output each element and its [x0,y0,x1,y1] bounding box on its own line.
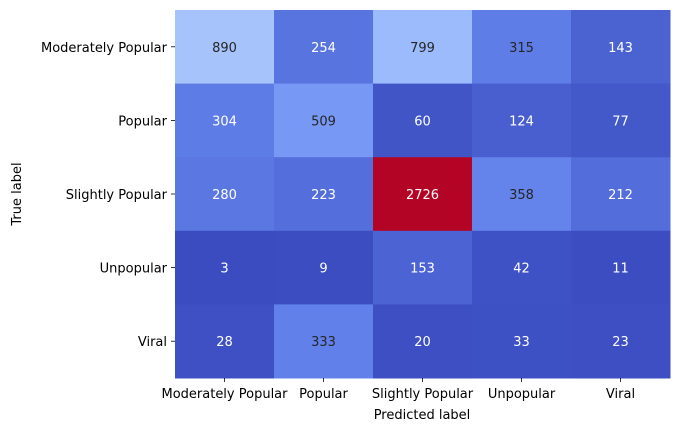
cell-value-label: 212 [608,188,633,203]
heatmap-cell-labels: 890 254 799 315 143 304 509 60 124 77 280 223 2726 35… [212,41,633,350]
cell-value-label: 77 [612,114,629,129]
heatmap-cell [175,304,275,379]
cell-value-label: 280 [212,188,237,203]
cell-value-label: 2726 [406,188,439,203]
y-axis: Moderately Popular Popular Slightly Popula… [41,41,175,350]
heatmap-cells [175,10,671,379]
cell-value-label: 890 [212,41,237,56]
x-axis-title: Predicted label [374,408,471,423]
cell-value-label: 223 [311,188,336,203]
x-tick-label: Moderately Popular [161,387,288,402]
heatmap-cell [571,304,671,379]
heatmap-cell [373,10,473,85]
x-tick-label: Unpopular [488,387,556,402]
cell-value-label: 33 [513,335,530,350]
x-tick-label: Viral [606,387,635,402]
heatmap-cell [274,304,374,379]
cell-value-label: 304 [212,114,237,129]
cell-value-label: 799 [410,41,435,56]
cell-value-label: 315 [509,41,534,56]
heatmap-cell [274,83,374,158]
y-tick-label: Unpopular [100,262,168,277]
heatmap-cell [373,83,473,158]
heatmap-cell [175,230,275,305]
heatmap-cell [472,230,572,305]
cell-value-label: 9 [319,262,327,277]
cell-value-label: 28 [216,335,233,350]
heatmap-cell [472,83,572,158]
heatmap-cell [571,230,671,305]
x-tick-label: Slightly Popular [372,387,474,402]
cell-value-label: 254 [311,41,336,56]
cell-value-label: 153 [410,262,435,277]
heatmap-cell [175,83,275,158]
cell-value-label: 3 [220,262,228,277]
cell-value-label: 509 [311,114,336,129]
heatmap-cell [373,157,473,232]
heatmap-cell [472,304,572,379]
heatmap-cell [373,304,473,379]
heatmap-cell [472,10,572,85]
cell-value-label: 11 [612,262,629,277]
heatmap-cell [175,10,275,85]
cell-value-label: 23 [612,335,629,350]
heatmap-cell [571,157,671,232]
y-tick-label: Popular [118,114,167,129]
cell-value-label: 143 [608,41,633,56]
heatmap-cell [274,230,374,305]
heatmap-cell [373,230,473,305]
y-tick-label: Viral [138,335,167,350]
cell-value-label: 124 [509,114,534,129]
y-tick-label: Moderately Popular [41,41,168,56]
cell-value-label: 20 [414,335,431,350]
y-tick-label: Slightly Popular [66,188,168,203]
y-axis-title: True label [10,162,25,226]
heatmap-cell [472,157,572,232]
cell-value-label: 358 [509,188,534,203]
heatmap-cell [274,157,374,232]
cell-value-label: 42 [513,262,530,277]
cell-value-label: 60 [414,114,431,129]
heatmap-cell [571,10,671,85]
heatmap-cell [274,10,374,85]
heatmap-cell [175,157,275,232]
x-axis: Moderately Popular Popular Slightly Popula… [161,378,635,402]
x-tick-label: Popular [299,387,348,402]
heatmap-cell [571,83,671,158]
cell-value-label: 333 [311,335,336,350]
